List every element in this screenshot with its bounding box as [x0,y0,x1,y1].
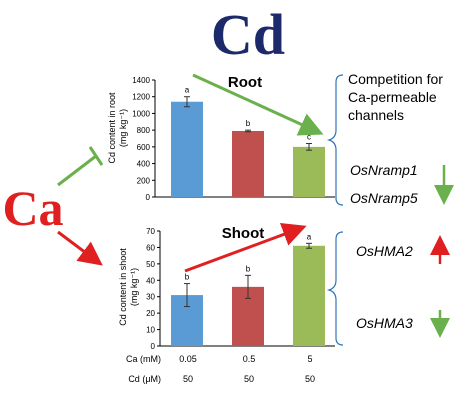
root-ytick-label: 0 [146,193,151,202]
root-chart: 0 200 400 600 800 1000 1200 1400 a b c [132,76,335,202]
competition-line3: channels [348,107,404,123]
shoot-sig-letter-2: b [246,264,251,273]
root-sig-letter-3: c [307,133,311,142]
root-ytick-label: 600 [137,143,151,152]
gene-osnramp1: OsNramp1 [350,162,418,178]
shoot-chart: 0 10 20 30 40 50 60 70 b b a [146,227,335,351]
cd-value-3: 50 [305,374,315,384]
shoot-ylabel-line2: (mg kg⁻¹) [129,268,139,306]
cd-condition-label: Cd (μM) [128,374,161,384]
competition-line1: Competition for [348,71,443,87]
root-ytick-label: 800 [137,126,151,135]
gene-osnramp5: OsNramp5 [350,190,418,206]
ca-value-3: 5 [307,354,312,364]
shoot-ytick-label: 20 [146,309,155,318]
shoot-ytick-label: 40 [146,276,155,285]
shoot-ytick-label: 10 [146,326,155,335]
cd-value-2: 50 [244,374,254,384]
ca-condition-label: Ca (mM) [126,354,161,364]
root-ytick-label: 1400 [132,76,150,85]
shoot-brace [326,231,344,346]
root-ylabel-line1: Cd content in root [107,92,117,164]
shoot-bar-3 [293,245,325,346]
root-ytick-label: 400 [137,160,151,169]
shoot-ytick-label: 30 [146,293,155,302]
ca-root-inhibition-bar [88,146,104,166]
root-bar-1 [171,101,203,197]
gene-oshma3: OsHMA3 [356,315,413,331]
ca-shoot-arrow [57,230,103,266]
cd-value-1: 50 [183,374,193,384]
shoot-panel-label: Shoot [222,225,265,242]
shoot-ylabel-line1: Cd content in shoot [118,248,128,326]
shoot-sig-letter-1: b [185,273,190,282]
root-trend-arrow [192,73,324,136]
root-bar-3 [293,146,325,197]
root-ylabel-line2: (mg kg⁻¹) [118,109,128,147]
gene-oshma2: OsHMA2 [356,243,413,259]
shoot-trend-arrow [184,223,307,273]
ca-value-1: 0.05 [179,354,197,364]
root-ytick-label: 1200 [132,93,150,102]
shoot-ytick-label: 50 [146,260,155,269]
shoot-ytick-label: 60 [146,243,155,252]
shoot-sig-letter-3: a [307,232,312,241]
shoot-ytick-label: 0 [151,342,156,351]
ca-label: Ca [2,180,63,236]
ca-root-inhibition-line [57,154,97,187]
root-sig-letter-1: a [185,86,190,95]
cd-title: Cd [211,2,285,67]
competition-line2: Ca-permeable [348,89,437,105]
root-ytick-label: 1000 [132,109,150,118]
shoot-ytick-label: 70 [146,227,155,236]
root-ytick-label: 200 [137,176,151,185]
root-sig-letter-2: b [246,119,251,128]
root-brace [326,74,344,206]
root-panel-label: Root [228,74,262,91]
ca-value-2: 0.5 [243,354,256,364]
root-bar-2 [232,130,264,197]
